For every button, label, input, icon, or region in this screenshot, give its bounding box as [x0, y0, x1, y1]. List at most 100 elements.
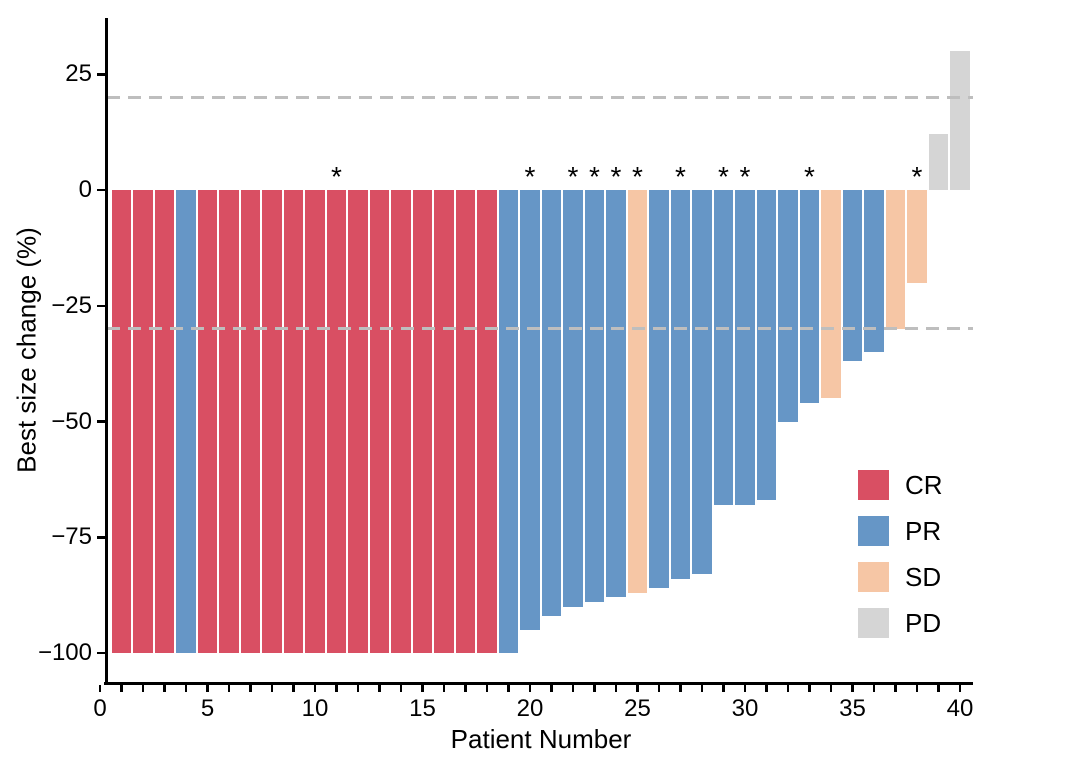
bar-patient-36-pr	[864, 190, 884, 353]
asterisk-marker-patient-29: *	[718, 161, 729, 192]
bar-patient-30-pr	[735, 190, 755, 505]
asterisk-marker-patient-33: *	[804, 161, 815, 192]
bar-patient-8-cr	[262, 190, 282, 653]
x-axis-tick-26	[657, 684, 661, 692]
bar-patient-13-cr	[369, 190, 390, 653]
x-axis-tick-label-20: 20	[516, 695, 544, 722]
y-axis-tick--50	[97, 420, 105, 423]
x-axis-tick-32	[786, 684, 790, 692]
x-axis-tick-37	[894, 684, 897, 692]
x-axis-tick-30	[743, 684, 747, 692]
bar-patient-18-cr	[477, 190, 497, 653]
x-axis-tick-40	[958, 684, 962, 692]
x-axis-title: Patient Number	[450, 724, 632, 754]
bar-patient-19-pr	[498, 190, 519, 653]
x-axis-tick-19	[507, 684, 510, 692]
y-axis-tick-label--25: −25	[51, 291, 92, 319]
x-axis-tick-1	[120, 684, 123, 692]
bar-patient-38-sd	[907, 190, 927, 283]
legend-label-pr: PR	[905, 516, 942, 546]
legend-label-cr: CR	[905, 470, 943, 500]
bar-patient-9-cr	[283, 190, 304, 653]
x-axis-tick-4	[184, 684, 188, 692]
x-axis-tick-35	[851, 684, 854, 692]
x-axis-tick-label-15: 15	[409, 695, 436, 722]
bar-patient-12-cr	[348, 190, 368, 653]
legend-item-pr: PR	[858, 516, 943, 546]
bar-patient-24-pr	[606, 190, 626, 598]
asterisk-marker-patient-20: *	[524, 161, 536, 192]
y-axis-tick--75	[97, 536, 105, 539]
y-axis-tick-label-25: 25	[65, 60, 92, 88]
x-axis-tick-38	[915, 684, 919, 692]
x-axis-spine	[104, 681, 973, 685]
x-axis-tick-label-40: 40	[946, 695, 974, 722]
bar-patient-25-sd	[627, 190, 648, 593]
asterisk-marker-patient-27: *	[675, 161, 686, 192]
x-axis-tick-33	[808, 684, 811, 692]
x-axis-tick-28	[700, 684, 704, 692]
asterisk-marker-patient-11: *	[331, 161, 342, 192]
x-axis-tick-14	[399, 684, 403, 692]
x-axis-tick-23	[593, 684, 596, 692]
x-axis-tick-6	[227, 684, 231, 692]
x-axis-tick-3	[163, 684, 166, 692]
bar-patient-1-cr	[111, 190, 132, 653]
bar-patient-22-pr	[563, 190, 583, 607]
x-axis-tick-11	[335, 684, 338, 692]
x-axis-tick-15	[421, 684, 424, 692]
x-axis-tick-10	[313, 684, 317, 692]
asterisk-marker-patient-24: *	[610, 161, 622, 192]
x-axis-tick-25	[636, 684, 639, 692]
legend-swatch-cr	[858, 470, 889, 500]
x-axis-tick-36	[872, 684, 876, 692]
bar-patient-3-cr	[154, 190, 175, 653]
bar-patient-26-pr	[649, 190, 669, 589]
bar-patient-17-cr	[455, 190, 476, 653]
bar-patient-7-cr	[240, 190, 261, 653]
bar-patient-35-pr	[842, 190, 863, 362]
bar-patient-15-cr	[412, 190, 433, 653]
y-axis-tick--100	[97, 651, 105, 655]
x-axis-tick-31	[765, 684, 768, 692]
bar-patient-39-pd	[928, 134, 949, 190]
bar-patient-33-pr	[799, 190, 820, 403]
y-axis-title: Best size change (%)	[11, 227, 42, 473]
legend-label-pd: PD	[905, 608, 942, 638]
x-axis-tick-18	[485, 684, 489, 692]
x-axis-tick-8	[270, 684, 274, 692]
legend-swatch-pd	[858, 608, 889, 638]
y-axis-spine	[105, 18, 108, 685]
x-axis-tick-16	[442, 684, 446, 692]
legend-swatch-pr	[858, 516, 889, 546]
bar-patient-4-pr	[176, 190, 196, 653]
x-axis-tick-12	[356, 684, 360, 692]
x-axis-tick-9	[292, 684, 295, 692]
bar-patient-11-cr	[326, 190, 347, 653]
bar-patient-27-pr	[670, 190, 691, 579]
bar-patient-31-pr	[756, 190, 777, 501]
x-axis-tick-label-5: 5	[200, 695, 215, 722]
x-axis-tick-34	[829, 684, 833, 692]
x-axis-tick-39	[937, 684, 940, 692]
x-axis-tick-label-10: 10	[301, 695, 329, 722]
legend-item-pd: PD	[858, 608, 943, 638]
bar-patient-34-sd	[821, 190, 841, 399]
legend-swatch-sd	[858, 562, 889, 592]
asterisk-marker-patient-25: *	[632, 161, 643, 192]
x-axis-tick-22	[571, 684, 575, 692]
y-axis-tick-0	[97, 188, 105, 192]
reference-line--30	[107, 327, 973, 331]
bar-patient-2-cr	[133, 190, 153, 653]
x-axis-tick-21	[550, 684, 553, 692]
x-axis-tick-label-25: 25	[624, 695, 651, 722]
x-axis-tick-7	[249, 684, 252, 692]
y-axis-tick-label--100: −100	[37, 639, 92, 666]
bar-patient-10-cr	[305, 190, 325, 653]
bar-patient-40-pd	[950, 51, 970, 190]
x-axis-tick-20	[528, 684, 532, 692]
asterisk-marker-patient-38: *	[911, 161, 923, 192]
y-axis-tick-25	[97, 73, 105, 76]
x-axis-tick-13	[378, 684, 381, 692]
